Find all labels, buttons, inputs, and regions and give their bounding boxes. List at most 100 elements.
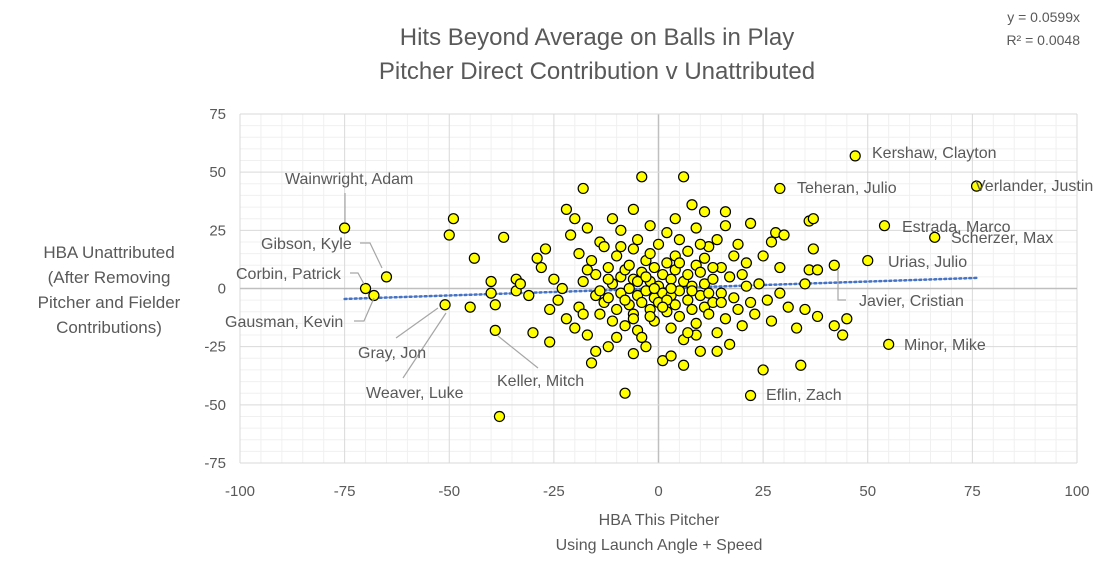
data-point: [585, 357, 598, 369]
data-point: [791, 322, 803, 334]
point-label: Wainwright, Adam: [285, 171, 413, 188]
label-leader-line: [395, 307, 439, 339]
data-point: [715, 287, 727, 299]
data-point: [560, 313, 573, 325]
data-point: [682, 245, 694, 257]
point-label: Javier, Cristian: [859, 293, 964, 310]
x-tick-label: 75: [964, 483, 981, 500]
labeled-data-point: [862, 254, 874, 267]
point-label: Estrada, Marco: [902, 219, 1011, 236]
data-point: [669, 299, 681, 311]
data-point: [711, 345, 723, 357]
data-point: [678, 359, 690, 371]
data-point: [690, 222, 702, 234]
data-point: [577, 308, 589, 320]
data-point: [761, 294, 773, 306]
data-point: [694, 238, 706, 250]
data-point: [782, 301, 794, 313]
data-point: [765, 236, 778, 248]
point-label: Gray, Jon: [358, 345, 426, 362]
data-point: [707, 261, 719, 274]
label-leader-line: [360, 242, 383, 269]
data-point: [682, 294, 694, 306]
data-point: [807, 243, 819, 255]
data-point: [837, 329, 849, 341]
data-point: [703, 287, 715, 299]
data-point: [690, 317, 702, 329]
labeled-data-point: [828, 259, 840, 271]
data-point: [581, 329, 593, 341]
data-point: [740, 257, 752, 269]
point-label: Eflin, Zach: [766, 387, 842, 404]
data-point: [661, 257, 673, 269]
data-point: [514, 278, 526, 290]
labeled-data-point: [774, 182, 786, 195]
labeled-data-point: [489, 324, 501, 336]
data-point: [577, 182, 589, 195]
data-point: [678, 171, 690, 183]
data-point: [807, 213, 819, 225]
data-point: [644, 248, 656, 260]
data-point: [594, 285, 606, 297]
y-axis-label-line: Contributions): [56, 318, 162, 337]
labeled-data-point: [380, 271, 393, 283]
data-point: [602, 273, 614, 285]
point-label: Minor, Mike: [904, 337, 986, 354]
data-point: [615, 241, 627, 253]
data-point: [719, 220, 732, 232]
data-point: [711, 327, 723, 339]
data-point: [724, 271, 736, 283]
y-tick-label: -50: [204, 397, 226, 414]
point-label: Verlander, Justin: [975, 178, 1093, 195]
data-point: [527, 327, 539, 339]
x-tick-label: 50: [859, 483, 876, 500]
x-tick-label: 0: [654, 483, 662, 500]
data-point: [619, 294, 631, 306]
trendline-equation: y = 0.0599x: [1007, 9, 1080, 25]
data-point: [657, 355, 669, 367]
data-point: [665, 322, 677, 334]
data-point: [636, 171, 648, 183]
data-point: [447, 213, 460, 225]
data-point: [606, 315, 619, 327]
data-point: [627, 348, 639, 360]
label-leader-line: [837, 270, 846, 301]
data-point: [623, 282, 635, 295]
data-point: [443, 229, 455, 241]
data-point: [602, 341, 614, 353]
data-point: [736, 320, 748, 332]
x-axis-label-line: HBA This Pitcher: [599, 512, 720, 529]
data-point: [828, 320, 840, 332]
label-leader-line: [350, 272, 365, 285]
labeled-data-point: [849, 150, 861, 162]
data-point: [598, 241, 610, 253]
data-point: [606, 213, 619, 225]
data-point: [698, 278, 711, 290]
y-tick-label: -75: [204, 455, 226, 472]
data-point: [694, 266, 706, 278]
labeled-data-point: [464, 301, 476, 313]
data-point: [539, 243, 552, 255]
data-point: [765, 315, 778, 327]
point-label: Scherzer, Max: [951, 230, 1053, 247]
data-point: [749, 308, 761, 320]
data-point: [673, 234, 686, 246]
data-point: [665, 350, 677, 362]
data-point: [636, 296, 648, 309]
data-point: [644, 310, 656, 323]
point-label: Keller, Mitch: [497, 373, 584, 390]
data-point: [744, 217, 757, 229]
data-point: [698, 252, 711, 264]
data-point: [799, 278, 811, 290]
data-point: [724, 338, 736, 350]
x-tick-label: 25: [755, 483, 772, 500]
label-leader-line: [402, 312, 447, 379]
data-point: [682, 268, 694, 281]
labeled-data-point: [368, 289, 380, 302]
data-point: [581, 222, 593, 234]
data-point: [631, 275, 644, 288]
data-point: [489, 299, 501, 311]
data-point: [736, 268, 748, 281]
x-tick-label: -25: [543, 483, 565, 500]
data-point: [631, 234, 644, 246]
